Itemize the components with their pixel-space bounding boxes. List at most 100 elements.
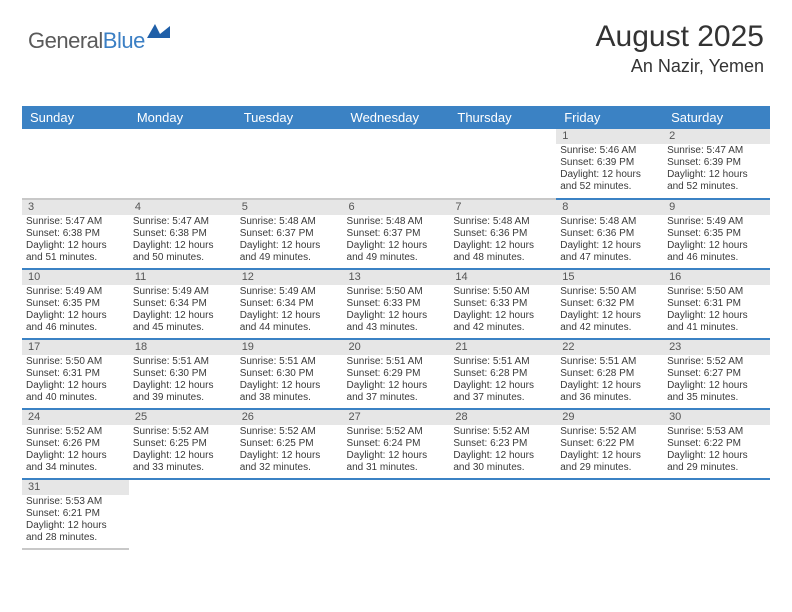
sunrise-text: Sunrise: 5:52 AM — [347, 426, 446, 438]
calendar-cell — [236, 479, 343, 549]
sunrise-text: Sunrise: 5:53 AM — [667, 426, 766, 438]
sunset-text: Sunset: 6:39 PM — [667, 157, 766, 169]
daylight-text: Daylight: 12 hours and 38 minutes. — [240, 380, 339, 404]
daylight-text: Daylight: 12 hours and 44 minutes. — [240, 310, 339, 334]
calendar-cell: 20Sunrise: 5:51 AMSunset: 6:29 PMDayligh… — [343, 339, 450, 409]
calendar-cell: 7Sunrise: 5:48 AMSunset: 6:36 PMDaylight… — [449, 199, 556, 269]
day-details: Sunrise: 5:51 AMSunset: 6:30 PMDaylight:… — [236, 355, 343, 406]
daylight-text: Daylight: 12 hours and 52 minutes. — [667, 169, 766, 193]
day-number: 27 — [343, 410, 450, 425]
daylight-text: Daylight: 12 hours and 43 minutes. — [347, 310, 446, 334]
calendar-cell — [663, 479, 770, 549]
day-number: 29 — [556, 410, 663, 425]
day-details: Sunrise: 5:53 AMSunset: 6:22 PMDaylight:… — [663, 425, 770, 476]
day-details: Sunrise: 5:47 AMSunset: 6:39 PMDaylight:… — [663, 144, 770, 195]
sunrise-text: Sunrise: 5:50 AM — [667, 286, 766, 298]
sunset-text: Sunset: 6:37 PM — [240, 228, 339, 240]
calendar-body: 1Sunrise: 5:46 AMSunset: 6:39 PMDaylight… — [22, 129, 770, 549]
sunrise-text: Sunrise: 5:52 AM — [240, 426, 339, 438]
sunrise-text: Sunrise: 5:50 AM — [347, 286, 446, 298]
calendar-cell: 21Sunrise: 5:51 AMSunset: 6:28 PMDayligh… — [449, 339, 556, 409]
sunset-text: Sunset: 6:35 PM — [26, 298, 125, 310]
day-details: Sunrise: 5:48 AMSunset: 6:37 PMDaylight:… — [343, 215, 450, 266]
calendar-cell: 18Sunrise: 5:51 AMSunset: 6:30 PMDayligh… — [129, 339, 236, 409]
day-details: Sunrise: 5:52 AMSunset: 6:22 PMDaylight:… — [556, 425, 663, 476]
daylight-text: Daylight: 12 hours and 32 minutes. — [240, 450, 339, 474]
sunrise-text: Sunrise: 5:52 AM — [667, 356, 766, 368]
daylight-text: Daylight: 12 hours and 49 minutes. — [240, 240, 339, 264]
daylight-text: Daylight: 12 hours and 37 minutes. — [453, 380, 552, 404]
calendar-cell: 30Sunrise: 5:53 AMSunset: 6:22 PMDayligh… — [663, 409, 770, 479]
calendar-cell: 6Sunrise: 5:48 AMSunset: 6:37 PMDaylight… — [343, 199, 450, 269]
calendar-cell: 31Sunrise: 5:53 AMSunset: 6:21 PMDayligh… — [22, 479, 129, 549]
daylight-text: Daylight: 12 hours and 42 minutes. — [560, 310, 659, 334]
calendar-cell — [556, 479, 663, 549]
day-details: Sunrise: 5:49 AMSunset: 6:35 PMDaylight:… — [663, 215, 770, 266]
day-number: 25 — [129, 410, 236, 425]
day-details: Sunrise: 5:51 AMSunset: 6:29 PMDaylight:… — [343, 355, 450, 406]
sunset-text: Sunset: 6:22 PM — [560, 438, 659, 450]
sunset-text: Sunset: 6:34 PM — [240, 298, 339, 310]
calendar-cell: 3Sunrise: 5:47 AMSunset: 6:38 PMDaylight… — [22, 199, 129, 269]
day-details: Sunrise: 5:50 AMSunset: 6:31 PMDaylight:… — [22, 355, 129, 406]
sunset-text: Sunset: 6:38 PM — [133, 228, 232, 240]
day-details: Sunrise: 5:51 AMSunset: 6:28 PMDaylight:… — [556, 355, 663, 406]
sunrise-text: Sunrise: 5:47 AM — [26, 216, 125, 228]
daylight-text: Daylight: 12 hours and 49 minutes. — [347, 240, 446, 264]
daylight-text: Daylight: 12 hours and 36 minutes. — [560, 380, 659, 404]
sunrise-text: Sunrise: 5:48 AM — [347, 216, 446, 228]
daylight-text: Daylight: 12 hours and 45 minutes. — [133, 310, 232, 334]
calendar-cell: 28Sunrise: 5:52 AMSunset: 6:23 PMDayligh… — [449, 409, 556, 479]
sunrise-text: Sunrise: 5:51 AM — [240, 356, 339, 368]
day-details: Sunrise: 5:47 AMSunset: 6:38 PMDaylight:… — [22, 215, 129, 266]
calendar-cell — [449, 129, 556, 199]
day-number: 4 — [129, 200, 236, 215]
calendar-header-row: SundayMondayTuesdayWednesdayThursdayFrid… — [22, 106, 770, 129]
weekday-header: Wednesday — [343, 106, 450, 129]
day-details: Sunrise: 5:52 AMSunset: 6:27 PMDaylight:… — [663, 355, 770, 406]
day-details: Sunrise: 5:53 AMSunset: 6:21 PMDaylight:… — [22, 495, 129, 546]
sunrise-text: Sunrise: 5:49 AM — [667, 216, 766, 228]
day-details: Sunrise: 5:52 AMSunset: 6:25 PMDaylight:… — [236, 425, 343, 476]
daylight-text: Daylight: 12 hours and 48 minutes. — [453, 240, 552, 264]
day-details: Sunrise: 5:49 AMSunset: 6:34 PMDaylight:… — [236, 285, 343, 336]
calendar-cell: 1Sunrise: 5:46 AMSunset: 6:39 PMDaylight… — [556, 129, 663, 199]
day-number: 2 — [663, 129, 770, 144]
day-details: Sunrise: 5:48 AMSunset: 6:36 PMDaylight:… — [449, 215, 556, 266]
sunset-text: Sunset: 6:31 PM — [667, 298, 766, 310]
sunrise-text: Sunrise: 5:51 AM — [347, 356, 446, 368]
sunset-text: Sunset: 6:30 PM — [133, 368, 232, 380]
day-details: Sunrise: 5:51 AMSunset: 6:30 PMDaylight:… — [129, 355, 236, 406]
calendar-cell: 8Sunrise: 5:48 AMSunset: 6:36 PMDaylight… — [556, 199, 663, 269]
daylight-text: Daylight: 12 hours and 39 minutes. — [133, 380, 232, 404]
sunrise-text: Sunrise: 5:52 AM — [26, 426, 125, 438]
day-number: 16 — [663, 270, 770, 285]
day-number: 24 — [22, 410, 129, 425]
weekday-header: Saturday — [663, 106, 770, 129]
sunrise-text: Sunrise: 5:50 AM — [26, 356, 125, 368]
calendar-cell: 23Sunrise: 5:52 AMSunset: 6:27 PMDayligh… — [663, 339, 770, 409]
sunset-text: Sunset: 6:30 PM — [240, 368, 339, 380]
sunset-text: Sunset: 6:32 PM — [560, 298, 659, 310]
sunrise-text: Sunrise: 5:53 AM — [26, 496, 125, 508]
day-details: Sunrise: 5:49 AMSunset: 6:35 PMDaylight:… — [22, 285, 129, 336]
weekday-header: Friday — [556, 106, 663, 129]
calendar-cell: 2Sunrise: 5:47 AMSunset: 6:39 PMDaylight… — [663, 129, 770, 199]
day-number: 9 — [663, 200, 770, 215]
sunset-text: Sunset: 6:26 PM — [26, 438, 125, 450]
day-number: 8 — [556, 200, 663, 215]
sunrise-text: Sunrise: 5:48 AM — [240, 216, 339, 228]
sunrise-text: Sunrise: 5:49 AM — [26, 286, 125, 298]
weekday-header: Monday — [129, 106, 236, 129]
sunrise-text: Sunrise: 5:51 AM — [560, 356, 659, 368]
daylight-text: Daylight: 12 hours and 41 minutes. — [667, 310, 766, 334]
sunset-text: Sunset: 6:33 PM — [453, 298, 552, 310]
day-number: 23 — [663, 340, 770, 355]
calendar-cell: 10Sunrise: 5:49 AMSunset: 6:35 PMDayligh… — [22, 269, 129, 339]
day-details: Sunrise: 5:48 AMSunset: 6:36 PMDaylight:… — [556, 215, 663, 266]
daylight-text: Daylight: 12 hours and 46 minutes. — [667, 240, 766, 264]
sunset-text: Sunset: 6:27 PM — [667, 368, 766, 380]
calendar-cell: 24Sunrise: 5:52 AMSunset: 6:26 PMDayligh… — [22, 409, 129, 479]
day-number: 18 — [129, 340, 236, 355]
sunrise-text: Sunrise: 5:48 AM — [560, 216, 659, 228]
